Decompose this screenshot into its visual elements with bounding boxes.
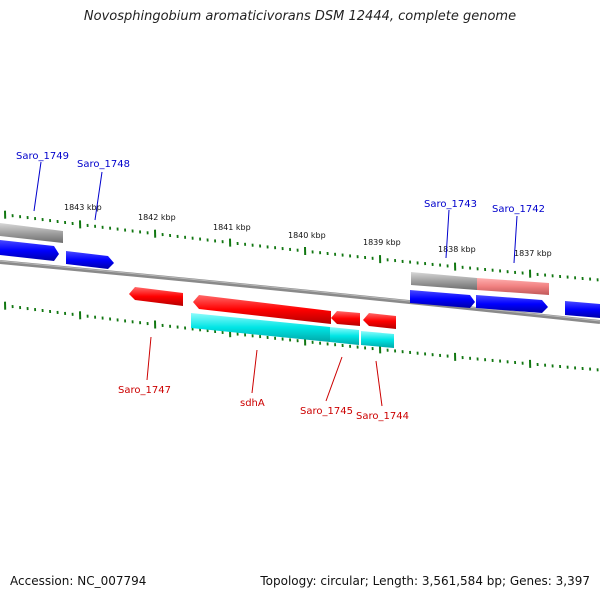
gene-label-saro-1748[interactable]: Saro_1748 <box>77 159 130 170</box>
forward-gene-saro-1743[interactable] <box>410 290 475 308</box>
forward-gene-saro-1742[interactable] <box>476 295 548 313</box>
reverse-gene-saro-1747[interactable] <box>129 287 183 306</box>
rna-track <box>191 313 394 348</box>
forward-gene-saro-1748[interactable] <box>66 251 114 269</box>
grey-track-segment <box>0 223 63 243</box>
gene-label-saro-1742[interactable]: Saro_1742 <box>492 204 545 215</box>
reverse-gene-track <box>129 287 396 329</box>
kbp-label: 1842 kbp <box>138 213 176 222</box>
kbp-label: 1837 kbp <box>514 249 552 258</box>
gene-label-saro-1743[interactable]: Saro_1743 <box>424 199 477 210</box>
reverse-gene-saro-1744[interactable] <box>363 313 396 329</box>
forward-gene-saro-1749[interactable] <box>0 240 59 261</box>
rna-segment[interactable] <box>191 313 330 342</box>
reverse-gene-sdha[interactable] <box>193 295 331 324</box>
pink-track-segment <box>477 278 549 295</box>
kbp-label: 1839 kbp <box>363 238 401 247</box>
kbp-label: 1838 kbp <box>438 245 476 254</box>
kbp-label: 1840 kbp <box>288 231 326 240</box>
forward-gene-labels: Saro_1749 Saro_1748 Saro_1743 Saro_1742 <box>16 151 545 215</box>
lower-tick-row <box>4 301 599 372</box>
genome-backbone <box>0 260 600 324</box>
label-leaders <box>33 161 518 407</box>
grey-track-segment <box>411 272 477 290</box>
genome-summary-text: Topology: circular; Length: 3,561,584 bp… <box>260 574 590 588</box>
reverse-gene-labels: Saro_1747 sdhA Saro_1745 Saro_1744 <box>118 385 409 422</box>
forward-gene-track <box>0 240 600 318</box>
gene-label-saro-1745[interactable]: Saro_1745 <box>300 406 353 417</box>
upper-tick-row <box>4 210 599 282</box>
accession-text: Accession: NC_007794 <box>10 574 147 588</box>
rna-segment[interactable] <box>330 327 359 345</box>
gene-label-saro-1744[interactable]: Saro_1744 <box>356 411 409 422</box>
kbp-label: 1841 kbp <box>213 223 251 232</box>
map-title: Novosphingobium aromaticivorans DSM 1244… <box>83 9 517 24</box>
kbp-scale: 1843 kbp 1842 kbp 1841 kbp 1840 kbp 1839… <box>64 203 552 258</box>
gene-label-saro-1749[interactable]: Saro_1749 <box>16 151 69 162</box>
rna-segment[interactable] <box>361 331 394 348</box>
forward-gene-edge[interactable] <box>565 301 600 318</box>
reverse-gene-saro-1745[interactable] <box>331 311 360 326</box>
gene-label-sdha[interactable]: sdhA <box>240 398 265 409</box>
gene-label-saro-1747[interactable]: Saro_1747 <box>118 385 171 396</box>
kbp-label: 1843 kbp <box>64 203 102 212</box>
